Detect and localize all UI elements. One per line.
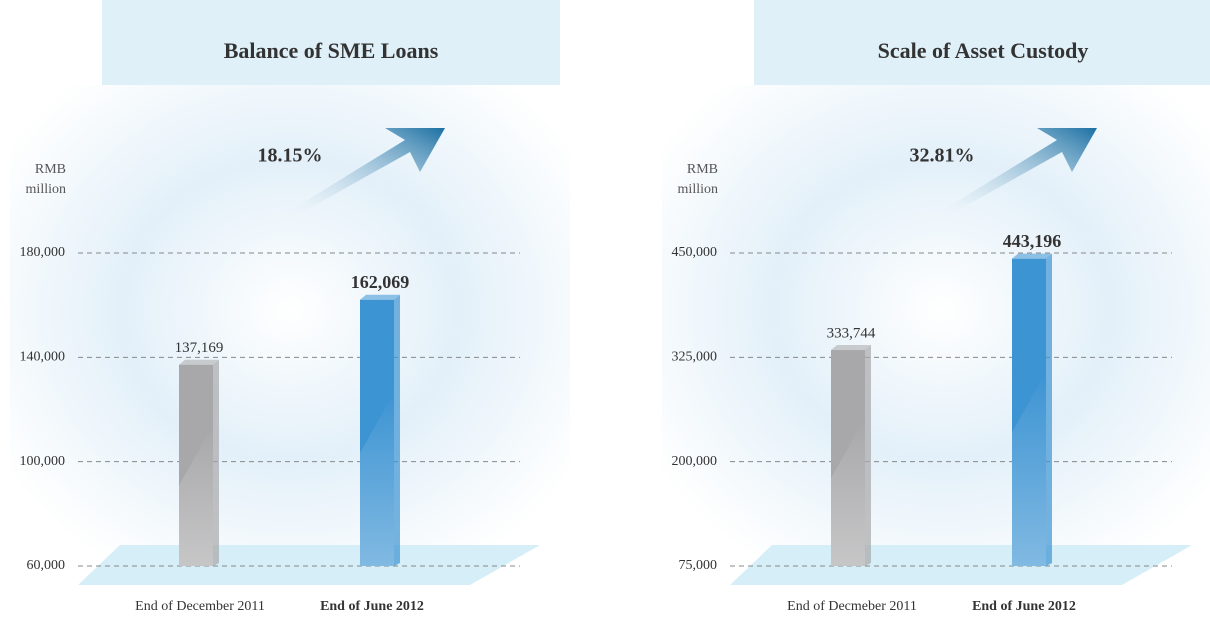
annotation: 18.15%: [258, 145, 323, 167]
y-axis-label: RMB million: [6, 160, 66, 200]
x-tick-label: End of December 2011: [135, 599, 265, 614]
y-tick-label: 60,000: [27, 558, 66, 573]
x-tick-label: End of June 2012: [320, 599, 424, 614]
chart-title: Scale of Asset Custody: [878, 38, 1089, 63]
floor: [730, 545, 1192, 585]
bar-side: [394, 295, 400, 566]
value-label: 137,169: [175, 340, 224, 356]
bar-side: [1046, 254, 1052, 566]
y-axis-label-box: RMB million: [6, 160, 68, 210]
floor: [78, 545, 540, 585]
y-tick-label: 200,000: [672, 454, 718, 469]
value-label: 443,196: [1003, 231, 1062, 251]
x-tick-label: End of June 2012: [972, 599, 1076, 614]
annotation: 32.81%: [910, 145, 975, 167]
bar-top: [179, 360, 219, 365]
bar-top: [831, 345, 871, 350]
y-tick-label: 75,000: [679, 558, 718, 573]
bar-side: [865, 345, 871, 566]
bar-top: [1012, 254, 1052, 259]
y-tick-label: 100,000: [20, 454, 66, 469]
value-label: 333,744: [827, 325, 876, 341]
chart: Balance of SME Loans RMB million 18.15% 60,…: [0, 0, 1210, 619]
y-axis-label: RMB million: [658, 160, 718, 200]
x-tick-label: End of Decmeber 2011: [787, 599, 917, 614]
chart-title: Balance of SME Loans: [224, 38, 439, 63]
y-tick-label: 180,000: [20, 245, 66, 260]
page: Balance of SME Loans RMB million 18.15% 60,…: [0, 0, 1210, 619]
y-tick-label: 325,000: [672, 350, 718, 365]
bar-top: [360, 295, 400, 300]
y-tick-label: 450,000: [672, 245, 718, 260]
y-tick-label: 140,000: [20, 350, 66, 365]
bar-side: [213, 360, 219, 566]
value-label: 162,069: [351, 272, 410, 292]
y-axis-label-box: RMB million: [658, 160, 720, 210]
